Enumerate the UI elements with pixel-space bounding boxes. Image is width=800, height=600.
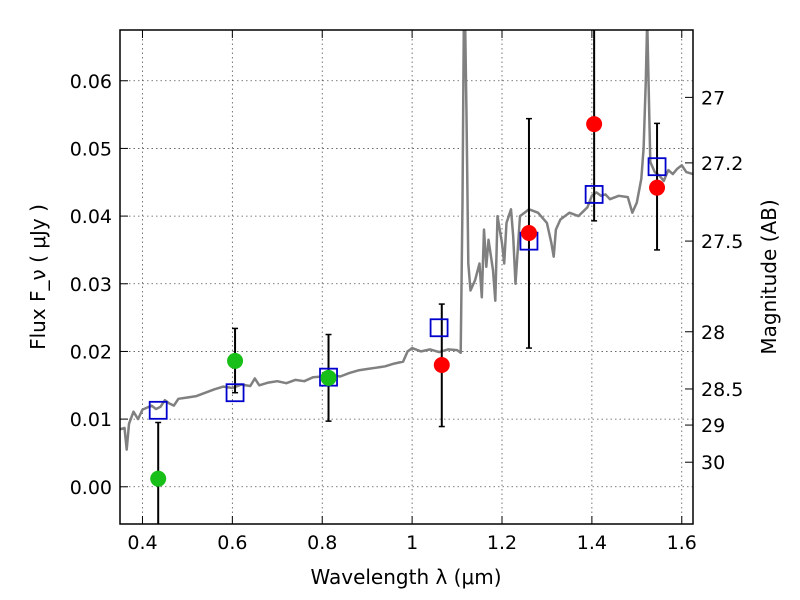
y-tick-label: 0.03 — [70, 274, 112, 296]
green-point — [227, 352, 244, 369]
model-square — [429, 318, 449, 338]
sed-line — [120, 30, 693, 451]
model-square — [647, 157, 667, 177]
x-tick-label: 1 — [406, 532, 418, 554]
right-tick-label: 28 — [701, 322, 725, 344]
right-tick-label: 27 — [701, 87, 725, 109]
right-tick-label: 27.2 — [701, 153, 743, 175]
x-axis-label: Wavelength λ (μm) — [310, 565, 501, 589]
right-tick-label: 29 — [701, 415, 725, 437]
right-tick-label: 30 — [701, 452, 725, 474]
y-tick-label: 0.02 — [70, 341, 112, 363]
y-tick-label: 0.05 — [70, 138, 112, 160]
x-tick-label: 1.6 — [667, 532, 697, 554]
x-tick-label: 1.2 — [487, 532, 517, 554]
model-square — [584, 185, 604, 204]
red-point — [649, 179, 666, 196]
y-tick-label: 0.04 — [70, 206, 112, 228]
red-point — [433, 356, 450, 373]
y-tick-label: 0.06 — [70, 71, 112, 93]
model-square — [148, 400, 168, 420]
x-tick-label: 0.8 — [307, 532, 337, 554]
green-point — [150, 470, 167, 487]
ticks: 0.4 0.6 0.8 1 1.2 1.4 1.6 0.00 0.01 0.02 0.03 0.04 0… — [70, 30, 743, 554]
x-tick-label: 0.6 — [217, 532, 247, 554]
data-layer — [120, 30, 693, 524]
y-axis-label: Flux F_ν ( μJy ) — [26, 204, 50, 350]
right-tick-label: 27.5 — [701, 231, 743, 253]
model-square — [225, 383, 245, 403]
x-tick-label: 1.4 — [577, 532, 607, 554]
right-tick-label: 28.5 — [701, 379, 743, 401]
y-tick-label: 0.01 — [70, 409, 112, 431]
red-point — [586, 116, 603, 133]
red-point — [520, 225, 537, 242]
green-point — [320, 369, 337, 386]
y-tick-label: 0.00 — [70, 477, 112, 499]
plot-frame — [119, 29, 694, 525]
right-axis-label: Magnitude (AB) — [757, 199, 781, 354]
grid-lines — [120, 30, 693, 524]
x-tick-label: 0.4 — [127, 532, 157, 554]
